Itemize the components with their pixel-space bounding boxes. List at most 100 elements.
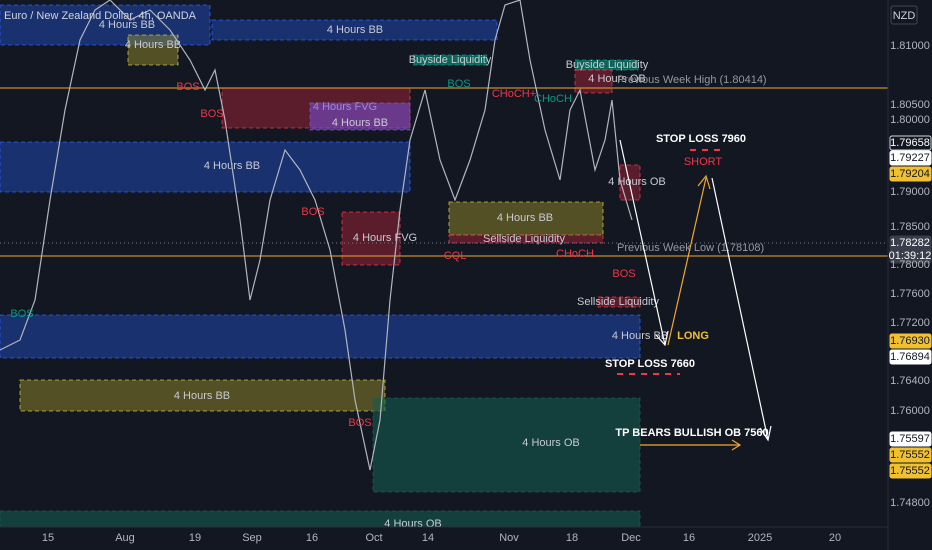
zone — [19, 379, 386, 412]
annotation: STOP LOSS 7660 — [605, 358, 695, 370]
zone — [372, 397, 641, 493]
annotation: BOS — [10, 308, 33, 320]
time-label: 16 — [683, 532, 695, 544]
zone-label: 4 Hours BB — [332, 117, 388, 129]
annotation: CHoCH+ — [492, 88, 536, 100]
price-label: 1.81000 — [890, 40, 930, 52]
zone — [619, 164, 641, 201]
annotation: BOS — [348, 417, 371, 429]
time-label: Aug — [115, 532, 135, 544]
price-label: 1.76930 — [890, 335, 930, 347]
annotation: CQL — [444, 250, 467, 262]
price-path — [0, 0, 633, 471]
arrow-head — [759, 425, 772, 442]
currency: NZD — [893, 10, 916, 22]
zone-label: 4 Hours BB — [125, 39, 181, 51]
annotation: STOP LOSS 7960 — [656, 133, 746, 145]
time-labels: 15 Aug 19 Sep 16 Oct 14 Nov 18 Dec 16 2025 20 — [42, 532, 841, 544]
zone-label: 4 Hours OB — [608, 176, 665, 188]
zone-label: 4 Hours OB — [588, 73, 645, 85]
annotation: TP BEARS BULLISH OB 7560 — [615, 427, 768, 439]
price-label: 1.74800 — [890, 497, 930, 509]
annotation: BOS — [176, 81, 199, 93]
price-label: 1.77600 — [890, 288, 930, 300]
price-label: 1.76400 — [890, 375, 930, 387]
price-label: 1.78000 — [890, 259, 930, 271]
zone-label: 4 Hours OB — [384, 518, 441, 530]
zone-label: 4 Hours BB — [497, 212, 553, 224]
zone — [0, 314, 641, 359]
time-label: Nov — [499, 532, 519, 544]
price-label: 1.75552 — [890, 449, 930, 461]
zone — [0, 510, 641, 528]
time-label: 16 — [306, 532, 318, 544]
time-label: Sep — [242, 532, 262, 544]
time-label: 15 — [42, 532, 54, 544]
zone — [211, 19, 498, 41]
time-label: 14 — [422, 532, 434, 544]
time-label: Oct — [365, 532, 382, 544]
annotation: BOS — [447, 78, 470, 90]
price-labels: 1.81000 1.80500 1.80000 1.79658 1.79227 1.792… — [889, 40, 932, 509]
price-tag — [889, 431, 932, 447]
annotation: BOS — [612, 268, 635, 280]
zone-label: 4 Hours BB — [174, 390, 230, 402]
price-tag — [889, 333, 932, 349]
price-label: 1.76000 — [890, 405, 930, 417]
price-label: 01:39:12 — [889, 250, 932, 262]
zone — [127, 34, 179, 66]
arrow-down-2 — [711, 177, 769, 441]
price-tag — [889, 166, 932, 182]
price-tag — [889, 447, 932, 463]
zone-label: 4 Hours FVG — [353, 232, 417, 244]
projection-arrows — [617, 139, 772, 451]
price-tag — [889, 248, 932, 264]
annotation: LONG — [677, 330, 709, 342]
zone-label: 4 Hours OB — [522, 437, 579, 449]
zone-label: Buyside Liquidity — [566, 59, 649, 71]
arrow-up — [667, 177, 707, 346]
price-label: 1.78282 — [890, 237, 930, 249]
price-tag — [889, 349, 932, 365]
zone — [448, 201, 604, 236]
zone — [597, 296, 641, 308]
annotation: Previous Week High (1.80414) — [617, 74, 767, 86]
annotation: BOS — [301, 206, 324, 218]
zone — [448, 234, 604, 244]
price-tag — [889, 150, 932, 166]
price-tag — [889, 135, 932, 151]
currency-box — [890, 5, 918, 25]
price-tag — [889, 463, 932, 479]
zone-label: 4 Hours BB — [99, 19, 155, 31]
time-label: 18 — [566, 532, 578, 544]
zone — [0, 141, 411, 193]
zone — [412, 54, 488, 66]
price-label: 1.76894 — [890, 351, 930, 363]
zone-label: 4 Hours BB — [327, 24, 383, 36]
zone-label: Sellside Liquidity — [483, 233, 565, 245]
annotation: BOS — [200, 108, 223, 120]
zone-label: Sellside Liquidity — [577, 296, 659, 308]
annotation: CHoCH — [556, 248, 594, 260]
price-label: 1.75597 — [890, 433, 930, 445]
price-label: 1.78500 — [890, 221, 930, 233]
price-label: 1.79658 — [890, 137, 930, 149]
time-label: 19 — [189, 532, 201, 544]
zone-label: Buyside Liquidity — [409, 54, 492, 66]
arrow-head — [655, 330, 669, 347]
price-label: 1.75552 — [890, 465, 930, 477]
price-label: 1.77200 — [890, 317, 930, 329]
zone — [309, 102, 411, 131]
price-label: 1.79204 — [890, 168, 930, 180]
zone-label: 4 Hours BB — [612, 330, 668, 342]
price-label: 1.80500 — [890, 99, 930, 111]
time-label: 20 — [829, 532, 841, 544]
symbol-title: Euro / New Zealand Dollar, 4h, OANDA — [4, 10, 197, 22]
arrow-head — [731, 439, 742, 451]
time-label: 2025 — [748, 532, 772, 544]
time-label: Dec — [621, 532, 641, 544]
annotation: CHoCH — [534, 93, 572, 105]
arrow-head — [697, 174, 711, 190]
arrow-down-1 — [619, 139, 666, 346]
